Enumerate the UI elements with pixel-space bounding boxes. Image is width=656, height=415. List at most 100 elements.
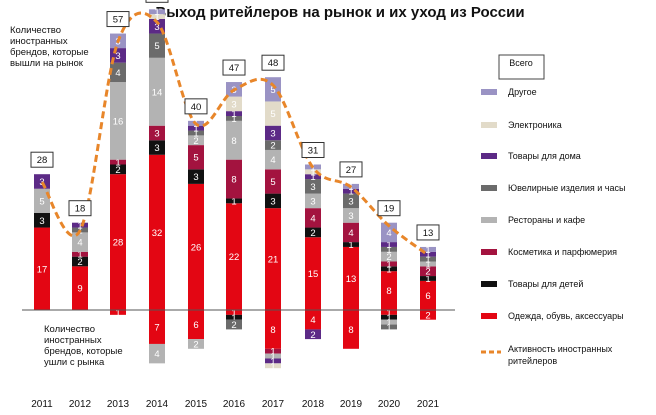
exit-segment <box>265 363 281 369</box>
bar-segment <box>420 251 436 257</box>
segment-label: 3 <box>270 196 275 207</box>
segment-label: 1 <box>77 221 82 232</box>
exit-label: 1 <box>270 361 275 372</box>
exit-segment <box>226 314 242 320</box>
exit-label: 1 <box>231 313 236 324</box>
bar-segment <box>149 33 165 58</box>
segment-label: 5 <box>270 109 275 120</box>
legend-swatch <box>481 217 497 223</box>
legend: Всего Другое Электроника Товары для дома Юве… <box>481 54 625 366</box>
exit-segment <box>343 310 359 349</box>
exit-label: 1 <box>231 308 236 319</box>
bar-segment <box>72 256 88 267</box>
total-box <box>68 200 92 217</box>
segment-label: 3 <box>231 99 236 110</box>
total-label: 47 <box>229 63 240 74</box>
segment-label: 5 <box>39 196 44 207</box>
bar-segment <box>305 169 321 175</box>
exit-label: 1 <box>386 322 391 333</box>
exit-label: 2 <box>193 339 198 350</box>
segment-label: 1 <box>310 172 315 183</box>
segment-label: 1 <box>231 109 236 120</box>
legend-total-label: Всего <box>509 58 533 68</box>
segment-label: 3 <box>154 143 159 154</box>
x-tick-label: 2016 <box>223 399 246 410</box>
segment-label: 3 <box>348 211 353 222</box>
legend-entry: Косметика и парфюмерия <box>508 247 617 257</box>
exit-segment <box>226 310 242 315</box>
total-label: 19 <box>384 204 395 215</box>
bar-segment <box>110 82 126 160</box>
total-box <box>301 142 325 158</box>
bar-segment <box>265 169 281 194</box>
segment-label: 28 <box>113 238 124 249</box>
exit-segment <box>305 329 321 340</box>
bar-segment <box>343 208 359 223</box>
bar-segment <box>305 193 321 209</box>
segment-label: 3 <box>154 128 159 139</box>
x-tick-label: 2017 <box>262 399 285 410</box>
exit-segment <box>188 339 204 349</box>
total-box <box>184 98 208 115</box>
x-tick-label: 2012 <box>69 399 92 410</box>
segment-label: 2 <box>386 252 391 263</box>
segment-label: 14 <box>152 87 163 98</box>
segment-label: 4 <box>270 155 275 166</box>
bar-segment <box>265 77 281 102</box>
legend-line-label: ритейлеров <box>508 356 557 366</box>
segment-label: 8 <box>231 175 236 186</box>
chart-title: Выход ритейлеров на рынок и их уход из Р… <box>155 4 524 21</box>
exit-segment <box>381 314 397 320</box>
segment-label: 2 <box>310 228 315 239</box>
segment-label: 2 <box>425 267 430 278</box>
bar-segment <box>110 174 126 310</box>
bar-segment <box>110 62 126 83</box>
legend-total-box <box>498 54 545 80</box>
exit-label: 1 <box>270 347 275 358</box>
exit-label: 6 <box>193 320 198 331</box>
segment-label: 26 <box>191 242 202 253</box>
bar-segment <box>305 179 321 194</box>
bar-segment <box>343 246 359 310</box>
segment-label: 4 <box>115 68 120 79</box>
bar-segment <box>265 208 281 310</box>
bar-segment <box>226 120 242 160</box>
segment-label: 1 <box>386 240 391 251</box>
segment-label: 3 <box>310 196 315 207</box>
segment-label: 1 <box>310 167 315 178</box>
bar-segment <box>305 208 321 228</box>
x-tick-label: 2013 <box>107 399 130 410</box>
exit-label: 4 <box>310 315 315 326</box>
segment-label: 3 <box>154 22 159 33</box>
segment-label: 1 <box>386 259 391 270</box>
exit-label: 7 <box>154 322 159 333</box>
exit-segment <box>149 310 165 344</box>
bar-segment <box>110 159 126 165</box>
bar-segment <box>305 237 321 310</box>
exit-segment <box>265 310 281 349</box>
bar-segment <box>381 222 397 243</box>
annotation-line: брендов, которые <box>10 47 89 58</box>
bar-segment <box>149 9 165 15</box>
exit-segment <box>381 310 397 315</box>
bar-segment <box>110 164 126 175</box>
exit-segment <box>265 348 281 354</box>
bar-segment <box>34 227 50 310</box>
bar-segment <box>420 280 436 310</box>
legend-line-label: Активность иностранных <box>508 344 613 354</box>
exit-segment <box>226 319 242 330</box>
segment-label: 3 <box>193 172 198 183</box>
total-box <box>145 0 169 3</box>
annotation-line: иностранных <box>44 335 102 346</box>
bar-segment <box>226 203 242 310</box>
total-box <box>222 59 246 76</box>
exit-label: 1 <box>386 318 391 329</box>
segment-label: 1 <box>154 7 159 18</box>
segment-label: 5 <box>270 177 275 188</box>
bar-segment <box>420 256 436 262</box>
segment-label: 1 <box>115 158 120 169</box>
x-tick-label: 2021 <box>417 399 440 410</box>
annotation-line: ушли с рынка <box>44 357 105 368</box>
segment-label: 1 <box>193 128 198 139</box>
